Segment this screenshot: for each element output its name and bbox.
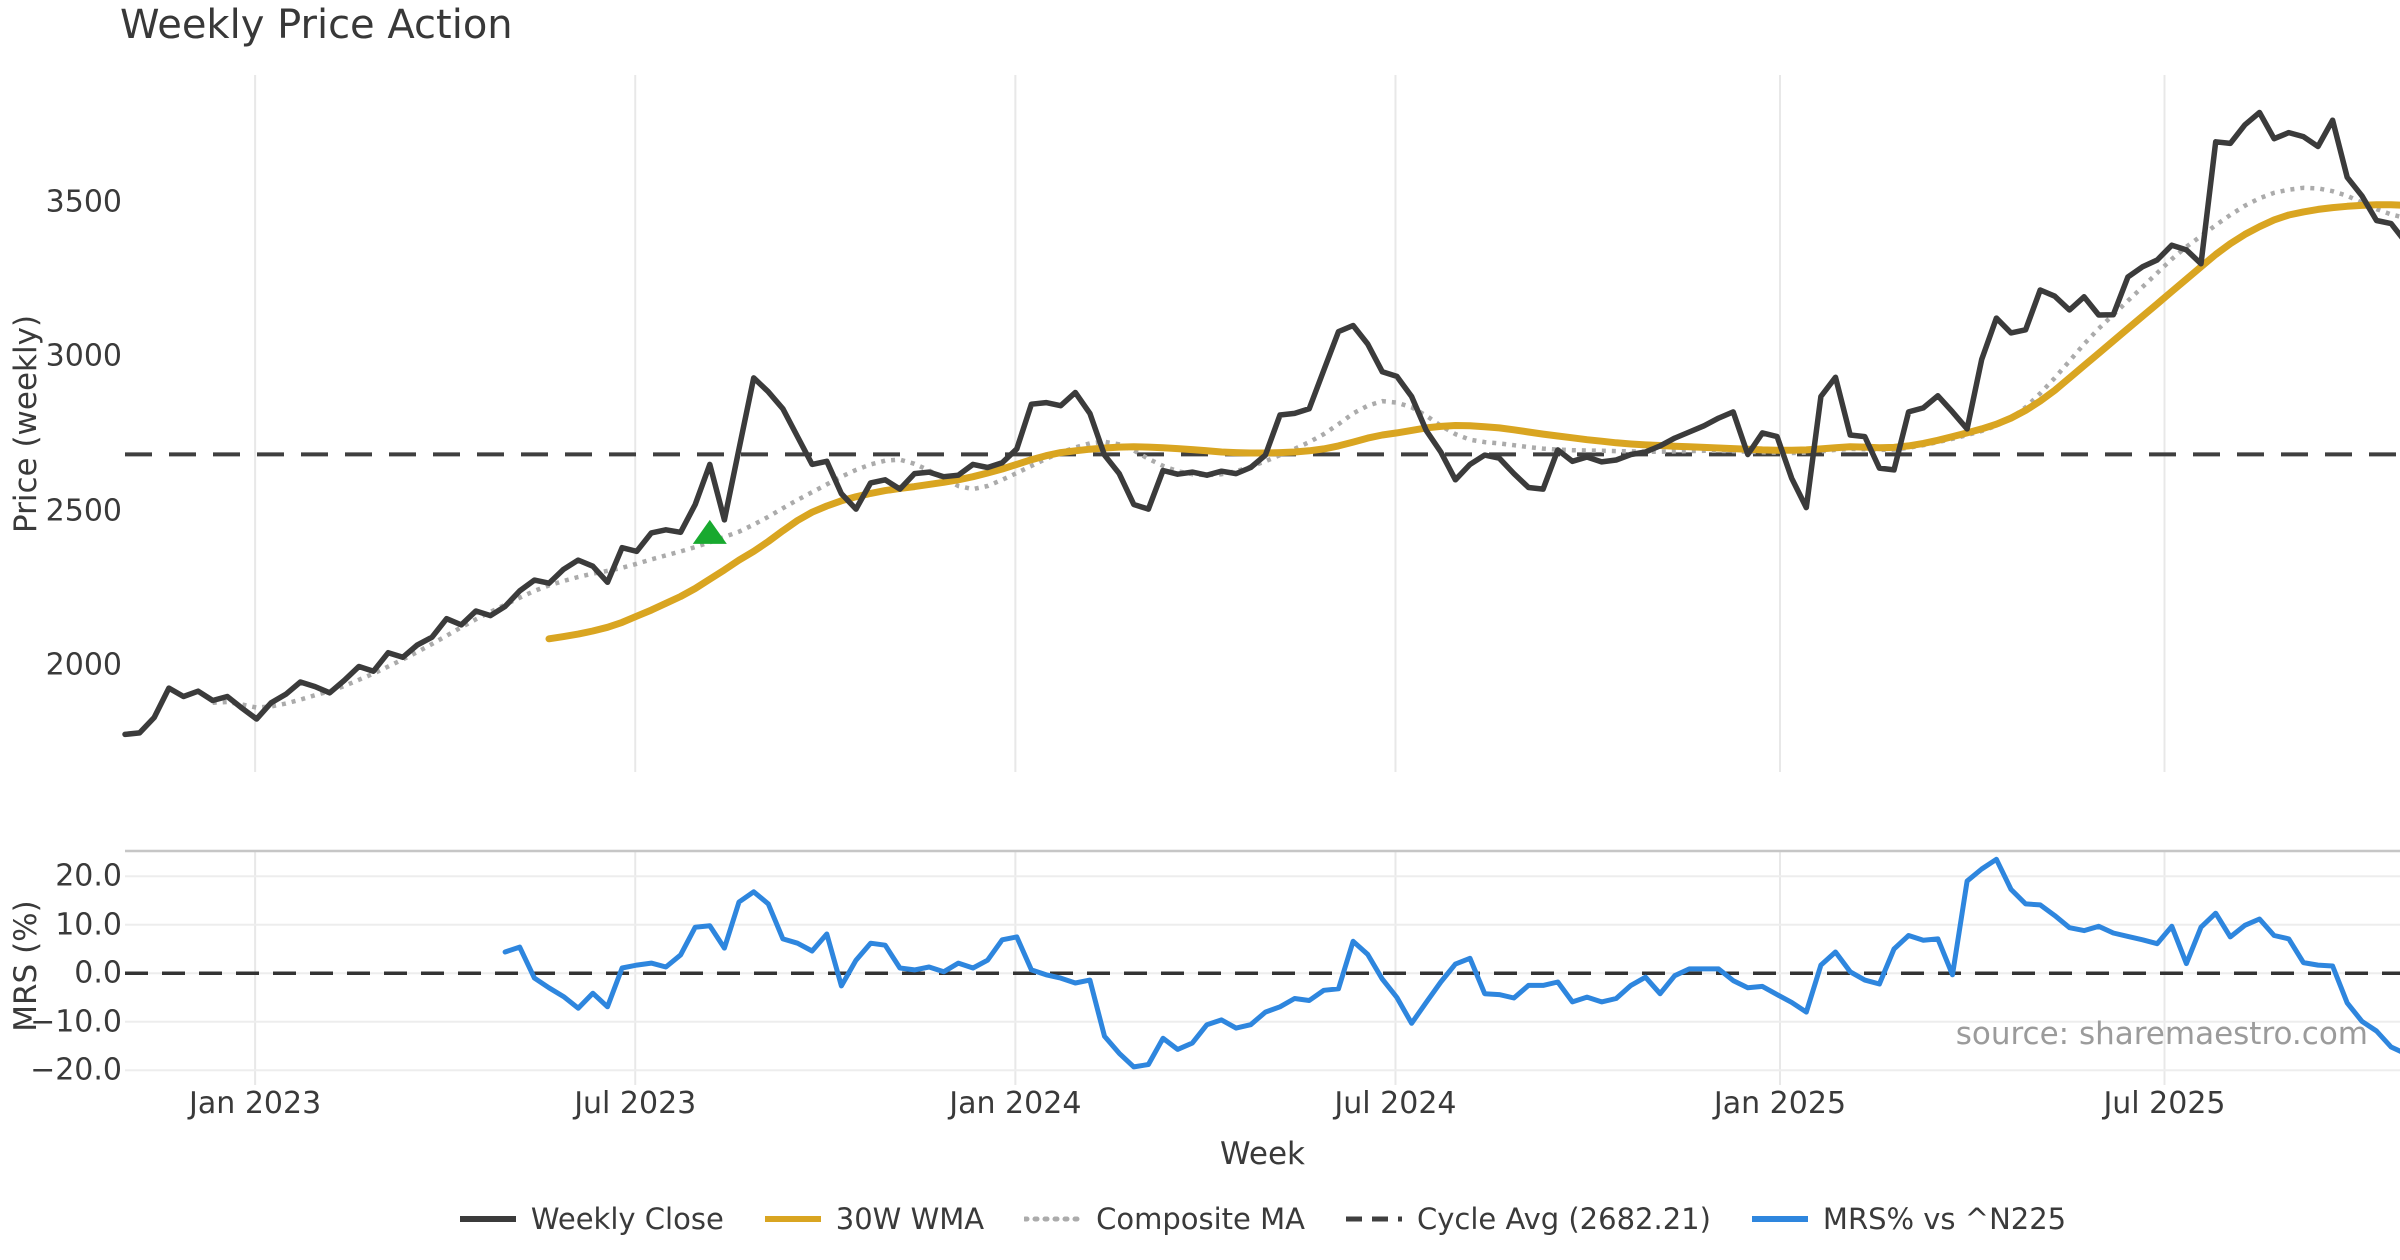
legend-item: Cycle Avg (2682.21): [1345, 1202, 1711, 1236]
legend-label: Cycle Avg (2682.21): [1416, 1202, 1711, 1236]
mrs-ytick-label: 10.0: [55, 907, 122, 943]
mrs-ytick-label: 20.0: [55, 858, 122, 894]
price-ytick-label: 2000: [45, 647, 122, 683]
x-tick-label: Jan 2025: [1713, 1086, 1847, 1121]
series-weekly-close: [122, 109, 2400, 738]
legend-item: 30W WMA: [764, 1202, 984, 1236]
price-ytick-label: 3000: [45, 338, 122, 374]
x-tick-label: Jan 2024: [949, 1086, 1082, 1121]
x-tick-label: Jul 2023: [574, 1086, 697, 1121]
buy-signal-triangle-icon: [692, 519, 727, 544]
price-ytick-label: 3500: [45, 184, 122, 220]
legend-swatch-solid-icon: [1751, 1216, 1808, 1222]
legend-item: Composite MA: [1024, 1202, 1305, 1236]
legend-swatch-solid-icon: [459, 1216, 516, 1222]
legend-label: Weekly Close: [530, 1202, 724, 1236]
legend-label: 30W WMA: [835, 1202, 985, 1236]
legend-swatch-dashed-icon: [1345, 1216, 1402, 1222]
series-30w-wma: [545, 201, 2400, 643]
x-tick-label: Jul 2025: [2103, 1086, 2226, 1121]
x-tick-label: Jan 2023: [189, 1086, 322, 1121]
price-ytick-label: 2500: [45, 493, 122, 529]
legend-item: MRS% vs ^N225: [1751, 1202, 2066, 1236]
legend-label: Composite MA: [1096, 1202, 1305, 1236]
series-composite-ma: [212, 185, 2400, 710]
legend-swatch-dotted-icon: [1024, 1216, 1083, 1222]
mrs-ytick-label: −20.0: [30, 1052, 122, 1088]
mrs-ytick-label: 0.0: [74, 955, 122, 991]
source-note: source: sharemaestro.com: [1955, 1016, 2368, 1052]
page-title: Weekly Price Action: [120, 2, 513, 48]
legend-item: Weekly Close: [459, 1202, 724, 1236]
legend: Weekly Close 30W WMA Composite MA Cycle Avg…: [125, 1202, 2400, 1236]
legend-label: MRS% vs ^N225: [1822, 1202, 2067, 1236]
series-mrs-vs-n225: [502, 856, 2400, 1070]
mrs-ytick-label: −10.0: [30, 1004, 122, 1040]
x-axis-label: Week: [1220, 1136, 1305, 1172]
legend-swatch-solid-icon: [764, 1216, 821, 1222]
x-tick-label: Jul 2024: [1334, 1086, 1457, 1121]
